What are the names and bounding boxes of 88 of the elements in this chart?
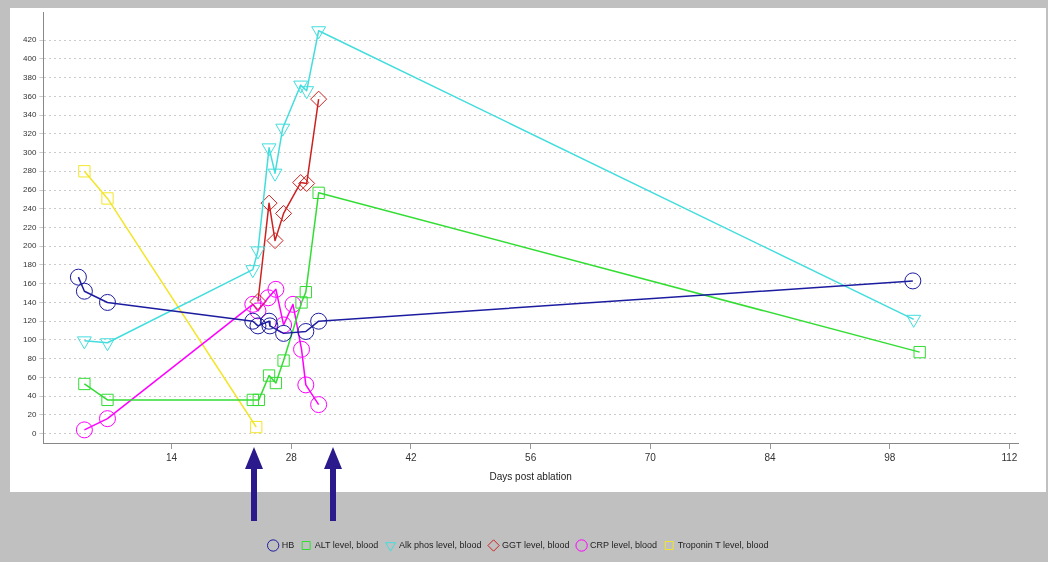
y-tick-label: 340 bbox=[22, 110, 37, 120]
point bbox=[249, 317, 267, 335]
x-tick-label: 84 bbox=[764, 451, 777, 463]
legend-label: ALT level, blood bbox=[314, 539, 379, 550]
y-tick-label: 420 bbox=[22, 35, 37, 45]
point bbox=[297, 376, 315, 394]
point bbox=[252, 393, 265, 407]
y-tick-label: 300 bbox=[22, 147, 37, 157]
point bbox=[249, 293, 267, 311]
point bbox=[310, 90, 328, 108]
point bbox=[245, 265, 261, 279]
y-tick-label: 0 bbox=[31, 428, 37, 438]
point bbox=[312, 186, 325, 199]
y-tick-label: 20 bbox=[27, 410, 37, 420]
y-tick-label: 360 bbox=[22, 91, 37, 101]
legend-label: GGT level, blood bbox=[502, 539, 570, 550]
y-tick-label: 180 bbox=[22, 260, 37, 270]
x-tick-label: 112 bbox=[1001, 451, 1018, 463]
point bbox=[293, 80, 309, 94]
point bbox=[244, 312, 262, 330]
point bbox=[275, 204, 293, 222]
point bbox=[98, 410, 116, 428]
y-tick-label: 140 bbox=[22, 297, 37, 307]
point bbox=[78, 165, 91, 178]
point bbox=[267, 168, 283, 182]
x-tick-label: 56 bbox=[525, 451, 537, 463]
x-tick-label: 28 bbox=[285, 451, 298, 463]
point bbox=[101, 393, 114, 407]
point bbox=[78, 377, 91, 391]
point bbox=[246, 393, 259, 407]
legend-label: Troponin T level, blood bbox=[677, 539, 769, 550]
y-tick-label: 200 bbox=[22, 241, 37, 251]
x-tick-label: 98 bbox=[884, 451, 896, 463]
x-tick-label: 42 bbox=[405, 451, 417, 463]
point bbox=[261, 143, 277, 157]
point bbox=[75, 282, 93, 300]
x-tick-label: 70 bbox=[644, 451, 657, 463]
y-tick-label: 80 bbox=[27, 353, 37, 363]
point bbox=[259, 289, 277, 307]
point bbox=[101, 192, 114, 205]
x-axis-title: Days post ablation bbox=[489, 470, 572, 482]
point bbox=[913, 345, 926, 359]
point bbox=[295, 296, 308, 309]
point bbox=[904, 272, 922, 290]
point bbox=[75, 421, 93, 439]
point bbox=[269, 376, 283, 390]
y-tick-label: 400 bbox=[22, 54, 37, 64]
point bbox=[275, 324, 293, 342]
point bbox=[299, 86, 315, 100]
legend-label: HB bbox=[281, 539, 295, 550]
y-tick-label: 320 bbox=[22, 129, 37, 139]
y-tick-label: 100 bbox=[22, 335, 37, 345]
y-tick-label: 40 bbox=[27, 391, 37, 401]
point bbox=[298, 174, 316, 192]
point bbox=[284, 295, 302, 313]
y-tick-label: 120 bbox=[22, 316, 37, 326]
point bbox=[277, 354, 290, 367]
y-tick-label: 60 bbox=[27, 372, 37, 382]
point bbox=[261, 317, 279, 335]
y-tick-label: 380 bbox=[22, 72, 37, 82]
point bbox=[275, 123, 291, 137]
point bbox=[260, 194, 278, 212]
point bbox=[260, 312, 278, 330]
point bbox=[250, 420, 263, 434]
point bbox=[299, 285, 312, 299]
point bbox=[293, 340, 311, 358]
legend-label: CRP level, blood bbox=[590, 539, 657, 550]
point bbox=[297, 323, 315, 340]
legend-label: Alk phos level, blood bbox=[399, 539, 482, 550]
point bbox=[267, 280, 285, 298]
x-tick-label: 14 bbox=[166, 451, 178, 463]
point bbox=[906, 314, 922, 328]
point bbox=[275, 316, 293, 334]
y-tick-label: 160 bbox=[22, 278, 37, 288]
y-tick-label: 240 bbox=[22, 203, 37, 213]
point bbox=[262, 369, 276, 382]
point bbox=[311, 26, 327, 40]
point bbox=[292, 174, 310, 192]
point bbox=[244, 295, 262, 313]
point bbox=[98, 293, 116, 311]
point bbox=[266, 232, 284, 250]
y-tick-label: 220 bbox=[22, 222, 37, 232]
point bbox=[310, 312, 328, 330]
y-tick-label: 280 bbox=[22, 166, 37, 176]
point bbox=[69, 268, 87, 286]
point bbox=[310, 396, 328, 414]
y-tick-label: 260 bbox=[22, 185, 37, 195]
point bbox=[250, 246, 266, 260]
